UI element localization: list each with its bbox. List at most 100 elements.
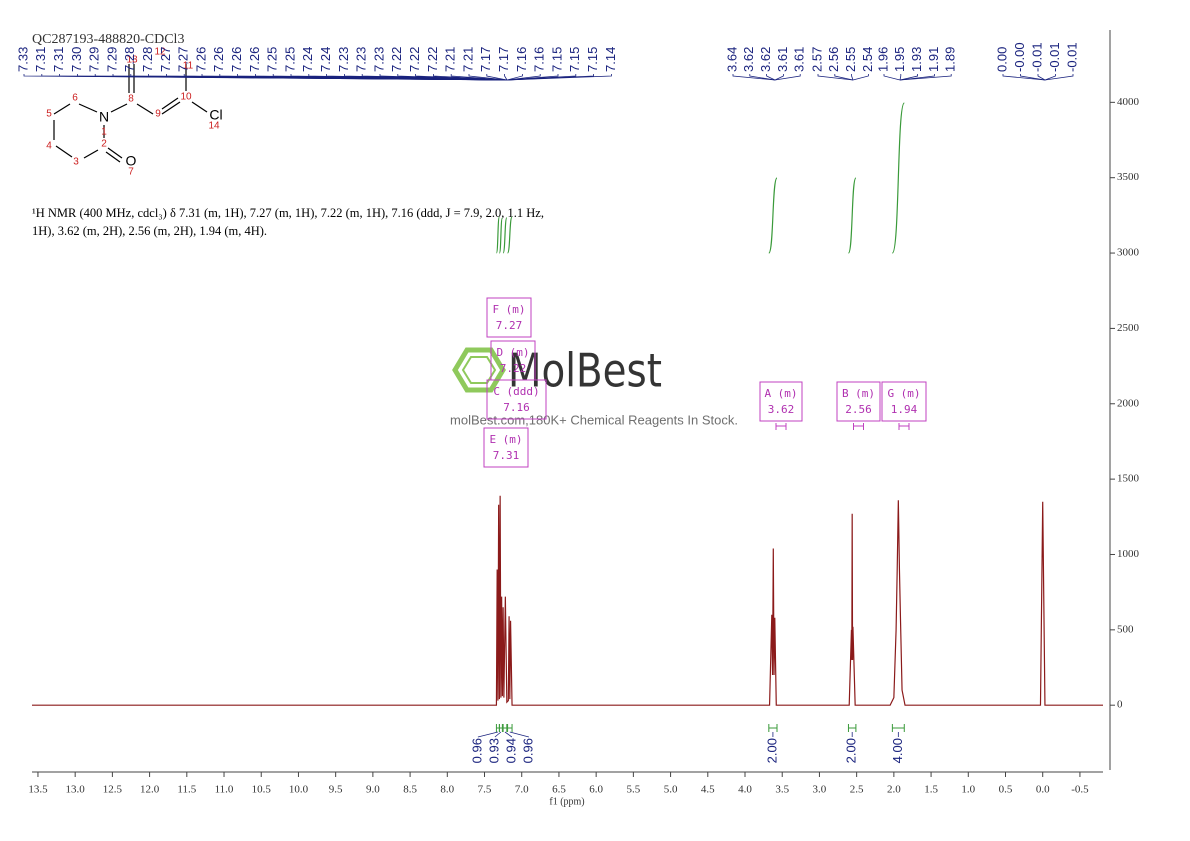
bond xyxy=(55,145,73,158)
x-tick-label: 5.0 xyxy=(664,784,678,796)
structure xyxy=(53,64,208,163)
bond xyxy=(78,103,98,113)
peak-label: 7.28 xyxy=(140,47,155,72)
integral-label: 0.96 xyxy=(520,738,535,763)
multiplet-shift: 2.56 xyxy=(845,403,872,416)
bond xyxy=(161,101,181,115)
x-tick-label: 7.0 xyxy=(515,784,529,796)
peak-leader xyxy=(774,74,801,81)
x-tick-label: 9.5 xyxy=(329,784,343,796)
peak-label: 1.96 xyxy=(875,47,890,72)
x-tick-label: 11.0 xyxy=(215,784,234,796)
peak-leader xyxy=(506,74,612,81)
x-tick-label: 0.5 xyxy=(999,784,1013,796)
bond xyxy=(110,103,128,113)
atom-number: 1 xyxy=(101,127,107,138)
peak-label: 7.16 xyxy=(514,47,529,72)
multiplet-label: F (m) xyxy=(492,303,525,316)
peak-label: 7.24 xyxy=(300,47,315,72)
peak-label: 7.22 xyxy=(389,47,404,72)
multiplet-box xyxy=(483,427,529,468)
integral-bracket xyxy=(502,724,508,732)
bond xyxy=(53,103,71,115)
peak-label: 7.33 xyxy=(15,47,30,72)
atom-label: Cl xyxy=(209,107,222,123)
integral-label: 2.00 xyxy=(844,738,859,763)
x-tick-label: 12.5 xyxy=(103,784,123,796)
peak-label: 7.15 xyxy=(585,47,600,72)
x-tick-label: 8.5 xyxy=(403,784,417,796)
peak-label: 3.62 xyxy=(758,47,773,72)
peak-leader xyxy=(899,74,935,81)
multiplet-box xyxy=(881,381,927,422)
multiplet-label: G (m) xyxy=(887,387,920,400)
atom-label: N xyxy=(99,109,109,125)
peak-leader xyxy=(817,74,854,81)
peak-label: 3.64 xyxy=(724,47,739,72)
peak-leader xyxy=(749,74,776,81)
y-tick-label: 1500 xyxy=(1117,473,1140,485)
x-tick-label: 10.5 xyxy=(252,784,272,796)
peak-label: 7.23 xyxy=(371,47,386,72)
y-tick-label: 4000 xyxy=(1117,96,1140,108)
peak-label: 7.17 xyxy=(496,47,511,72)
integral-curve xyxy=(495,216,500,254)
logo-hexagon xyxy=(461,356,497,384)
peak-label: 7.26 xyxy=(211,47,226,72)
bond xyxy=(136,103,154,115)
x-tick-label: 12.0 xyxy=(140,784,160,796)
multiplet-box xyxy=(486,297,532,338)
bond xyxy=(161,97,179,110)
peak-label: 7.29 xyxy=(104,47,119,72)
peak-leader xyxy=(1020,74,1046,81)
x-tick-label: 1.5 xyxy=(924,784,938,796)
integral-bracket xyxy=(507,724,513,732)
peak-label: 7.22 xyxy=(425,47,440,72)
x-tick-label: -0.5 xyxy=(1071,784,1089,796)
atom-number: 2 xyxy=(101,139,107,150)
multiplet-box xyxy=(486,379,547,420)
peak-label: 7.21 xyxy=(460,47,475,72)
atom-number: 13 xyxy=(126,55,138,66)
peak-leader xyxy=(899,74,952,81)
x-tick-label: 3.0 xyxy=(813,784,827,796)
atom-number: 8 xyxy=(128,94,134,105)
peak-label: 1.93 xyxy=(909,47,924,72)
peak-leader xyxy=(899,74,918,81)
peak-label: 7.16 xyxy=(532,47,547,72)
integral-label: 0.94 xyxy=(503,738,518,763)
integral-label: 0.93 xyxy=(486,738,501,763)
multiplet-label: C (ddd) xyxy=(493,385,539,398)
integral-label: 2.00 xyxy=(764,738,779,763)
integral-bracket xyxy=(891,724,905,732)
peak-leader xyxy=(1037,74,1046,81)
x-tick-label: 0.0 xyxy=(1036,784,1050,796)
multiplet-box xyxy=(759,381,803,422)
x-tick-label: 2.5 xyxy=(850,784,864,796)
watermark-text: molBest.com,180K+ Chemical Reagents In S… xyxy=(450,412,738,427)
peak-label: 3.61 xyxy=(792,47,807,72)
integral-curve xyxy=(506,216,513,254)
atom-number: 9 xyxy=(155,109,161,120)
multiplet-shift: 1.94 xyxy=(891,403,918,416)
atom-number: 14 xyxy=(208,121,220,132)
watermark-logo: MolBest xyxy=(508,344,662,398)
sample-title: QC287193-488820-CDCl3 xyxy=(32,32,184,47)
integral-curve xyxy=(498,217,503,254)
x-tick-label: 3.5 xyxy=(775,784,789,796)
atom-number: 4 xyxy=(46,141,52,152)
multiplet-box xyxy=(836,381,881,422)
peak-label: -0.01 xyxy=(1064,42,1079,72)
x-tick-label: 2.0 xyxy=(887,784,901,796)
nmr-description: ¹H NMR (400 MHz, cdcl₃) δ 7.31 (m, 1H), … xyxy=(32,206,544,220)
multiplet-label: E (m) xyxy=(489,433,522,446)
multiplet-range xyxy=(775,423,787,430)
y-tick-label: 3000 xyxy=(1117,247,1140,259)
y-tick-label: 2500 xyxy=(1117,322,1140,334)
peak-leader xyxy=(834,74,854,81)
x-tick-label: 13.0 xyxy=(66,784,86,796)
peak-leader xyxy=(486,74,508,81)
peak-label: 7.27 xyxy=(158,47,173,72)
peak-label: 3.61 xyxy=(775,47,790,72)
